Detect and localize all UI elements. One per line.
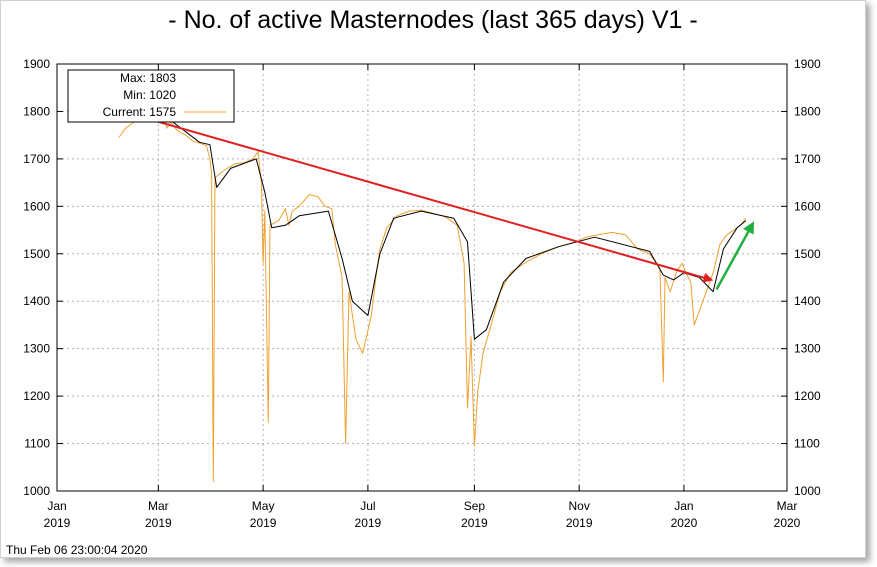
y-tick-label-right: 1600 (794, 199, 821, 213)
y-tick-label-left: 1600 (23, 199, 50, 213)
y-tick-label-left: 1100 (24, 437, 50, 451)
downtrend-arrow (116, 109, 714, 283)
y-tick-label-right: 1100 (794, 437, 820, 451)
uptrend-arrow (715, 221, 755, 290)
y-tick-label-left: 1800 (23, 104, 50, 118)
x-tick-label-month: Jan (674, 499, 693, 513)
y-tick-label-left: 1700 (23, 152, 50, 166)
y-tick-label-left: 1500 (23, 247, 50, 261)
x-tick-label-year: 2019 (355, 516, 382, 530)
plot-area-border (56, 63, 788, 492)
legend-box (67, 69, 235, 123)
legend-current: Current: 1575 (103, 105, 177, 119)
annotation-layer (116, 109, 755, 290)
y-tick-label-left: 1000 (23, 484, 50, 498)
x-tick-label-month: Mar (777, 499, 798, 513)
grid-lines (57, 64, 787, 491)
x-tick-label-month: Nov (568, 499, 589, 513)
series-current-line (118, 109, 747, 482)
chart-title: - No. of active Masternodes (last 365 da… (168, 6, 698, 34)
y-tick-label-right: 1900 (794, 57, 821, 71)
y-tick-label-right: 1000 (794, 484, 821, 498)
y-tick-label-right: 1200 (794, 389, 821, 403)
generated-timestamp: Thu Feb 06 23:00:04 2020 (6, 543, 148, 557)
legend: Max: 1803 Min: 1020 Current: 1575 (67, 69, 235, 123)
x-tick-label-month: May (252, 499, 275, 513)
series-smoothed-line (134, 115, 747, 340)
x-tick-label-month: Sep (464, 499, 486, 513)
y-tick-label-left: 1200 (23, 389, 50, 403)
legend-max: Max: 1803 (120, 71, 176, 85)
x-tick-label-month: Mar (148, 499, 169, 513)
legend-min: Min: 1020 (123, 88, 176, 102)
y-tick-label-left: 1300 (23, 342, 50, 356)
x-tick-label-year: 2019 (145, 516, 172, 530)
y-tick-label-right: 1800 (794, 104, 821, 118)
y-tick-label-left: 1900 (23, 57, 50, 71)
x-tick-label-year: 2020 (774, 516, 801, 530)
x-tick-label-year: 2019 (44, 516, 71, 530)
y-tick-label-left: 1400 (23, 294, 50, 308)
y-tick-label-right: 1400 (794, 294, 821, 308)
x-tick-label-month: Jul (360, 499, 375, 513)
x-tick-label-year: 2020 (671, 516, 698, 530)
x-tick-label-year: 2019 (461, 516, 488, 530)
y-tick-label-right: 1700 (794, 152, 821, 166)
y-tick-label-right: 1500 (794, 247, 821, 261)
x-tick-label-month: Jan (47, 499, 66, 513)
y-tick-label-right: 1300 (794, 342, 821, 356)
x-tick-label-year: 2019 (566, 516, 593, 530)
axes: 1000 1000 1100 1100 1200 1200 1300 1300 1400 1400… (23, 57, 821, 530)
series-layer (118, 109, 747, 482)
x-tick-label-year: 2019 (250, 516, 277, 530)
